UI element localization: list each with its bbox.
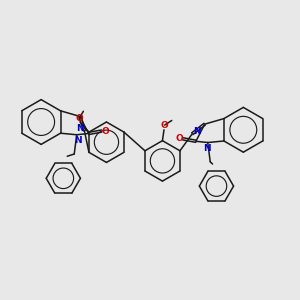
Text: O: O <box>161 121 169 130</box>
Text: N: N <box>193 127 201 136</box>
Text: N: N <box>74 136 82 145</box>
Text: N: N <box>203 144 210 153</box>
Text: O: O <box>175 134 183 143</box>
Text: O: O <box>101 127 109 136</box>
Text: O: O <box>76 114 83 123</box>
Text: N: N <box>76 124 83 133</box>
